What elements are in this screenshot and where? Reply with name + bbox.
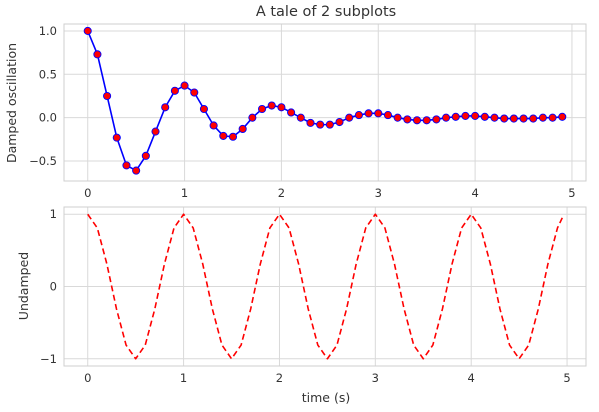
- top-xtick-label-1: 1: [181, 186, 188, 200]
- top-data-point-16: [238, 124, 247, 134]
- top-data-point-35: [422, 116, 431, 125]
- top-data-point-38: [451, 112, 460, 121]
- bottom-subplot-ylabel: Undamped: [16, 252, 31, 320]
- top-data-point-27: [345, 113, 354, 122]
- top-xtick-label-5: 5: [568, 186, 575, 200]
- top-data-point-30: [374, 109, 383, 118]
- top-subplot-series: [86, 30, 563, 172]
- top-data-point-33: [403, 115, 412, 124]
- top-data-point-36: [432, 115, 441, 124]
- bottom-subplot-xtick-labels: 0 1 2 3 4 5: [84, 371, 571, 385]
- top-data-point-42: [490, 113, 499, 122]
- top-data-point-32: [393, 113, 402, 122]
- top-data-point-29: [364, 109, 373, 118]
- top-data-point-23: [306, 118, 315, 127]
- top-data-point-13: [209, 121, 218, 130]
- top-series-line-0: [86, 30, 563, 172]
- top-data-point-11: [190, 88, 199, 97]
- bottom-series-line-0: [87, 213, 563, 360]
- bottom-xtick-label-0: 0: [84, 371, 91, 385]
- top-data-point-7: [151, 127, 160, 136]
- top-data-point-39: [461, 111, 470, 120]
- top-data-point-40: [471, 111, 480, 120]
- top-data-point-1: [93, 50, 102, 59]
- bottom-xtick-label-1: 1: [180, 371, 187, 385]
- top-subplot: A tale of 2 subplots 0 1 2 3 4 5 −0.5 0.0 0.5 1.…: [4, 4, 587, 200]
- top-subplot-frame: [63, 23, 587, 182]
- top-subplot-grid: [64, 24, 586, 181]
- top-data-point-34: [412, 116, 422, 125]
- top-data-point-14: [219, 131, 228, 140]
- bottom-xtick-label-3: 3: [372, 371, 379, 385]
- bottom-ytick-label-1: 0: [50, 280, 57, 294]
- top-ytick-label-1: 0.0: [39, 111, 57, 125]
- bottom-subplot-frame: [63, 206, 587, 367]
- bottom-subplot-grid: [64, 207, 586, 366]
- top-data-point-17: [248, 113, 257, 122]
- top-data-point-21: [287, 108, 296, 117]
- top-subplot-xtick-labels: 0 1 2 3 4 5: [84, 186, 576, 200]
- top-data-point-46: [529, 114, 538, 123]
- top-subplot-title: A tale of 2 subplots: [256, 4, 396, 20]
- top-subplot-ytick-labels: −0.5 0.0 0.5 1.0: [29, 24, 57, 168]
- top-data-point-10: [180, 81, 189, 90]
- top-data-point-47: [538, 113, 547, 122]
- bottom-xtick-label-5: 5: [563, 371, 570, 385]
- top-data-point-37: [442, 113, 451, 122]
- top-data-point-31: [383, 111, 392, 120]
- top-xtick-label-4: 4: [471, 186, 478, 200]
- bottom-ytick-label-0: −1: [40, 352, 57, 366]
- top-xtick-label-0: 0: [84, 186, 91, 200]
- top-ytick-label-2: 0.5: [39, 67, 57, 81]
- top-data-point-20: [277, 103, 286, 112]
- top-ytick-label-3: 1.0: [39, 24, 57, 38]
- top-data-point-18: [258, 104, 267, 114]
- top-data-point-2: [103, 91, 112, 101]
- top-data-point-19: [267, 101, 276, 110]
- bottom-subplot-xlabel: time (s): [302, 390, 350, 405]
- top-data-point-3: [112, 133, 121, 142]
- bottom-subplot: 0 1 2 3 4 5 −1 0 1 Undamped time (s): [16, 206, 587, 405]
- top-ytick-label-0: −0.5: [29, 154, 57, 168]
- top-data-point-12: [199, 104, 208, 114]
- top-xtick-label-3: 3: [375, 186, 382, 200]
- top-data-point-41: [480, 112, 489, 121]
- top-data-point-22: [296, 113, 305, 122]
- bottom-xtick-label-4: 4: [468, 371, 475, 385]
- top-data-point-49: [558, 112, 567, 121]
- top-data-point-44: [509, 114, 518, 123]
- top-data-point-48: [548, 113, 557, 122]
- top-data-point-24: [316, 120, 325, 129]
- top-data-point-15: [228, 132, 238, 141]
- bottom-xtick-label-2: 2: [276, 371, 283, 385]
- bottom-ytick-label-2: 1: [50, 207, 57, 221]
- top-data-point-0: [83, 26, 92, 35]
- top-data-point-4: [122, 161, 131, 170]
- top-data-point-5: [132, 166, 141, 175]
- top-data-point-25: [325, 120, 334, 129]
- top-data-point-43: [500, 114, 509, 123]
- bottom-subplot-series: [87, 213, 563, 360]
- top-subplot-markers: [83, 26, 567, 175]
- top-data-point-26: [335, 117, 344, 127]
- top-data-point-8: [161, 103, 170, 112]
- top-data-point-28: [354, 111, 363, 120]
- top-subplot-ylabel: Damped oscillation: [4, 43, 19, 163]
- top-data-point-9: [170, 86, 179, 95]
- top-data-point-6: [141, 151, 150, 160]
- bottom-subplot-ytick-labels: −1 0 1: [40, 207, 57, 366]
- top-xtick-label-2: 2: [278, 186, 285, 200]
- top-data-point-45: [519, 114, 528, 123]
